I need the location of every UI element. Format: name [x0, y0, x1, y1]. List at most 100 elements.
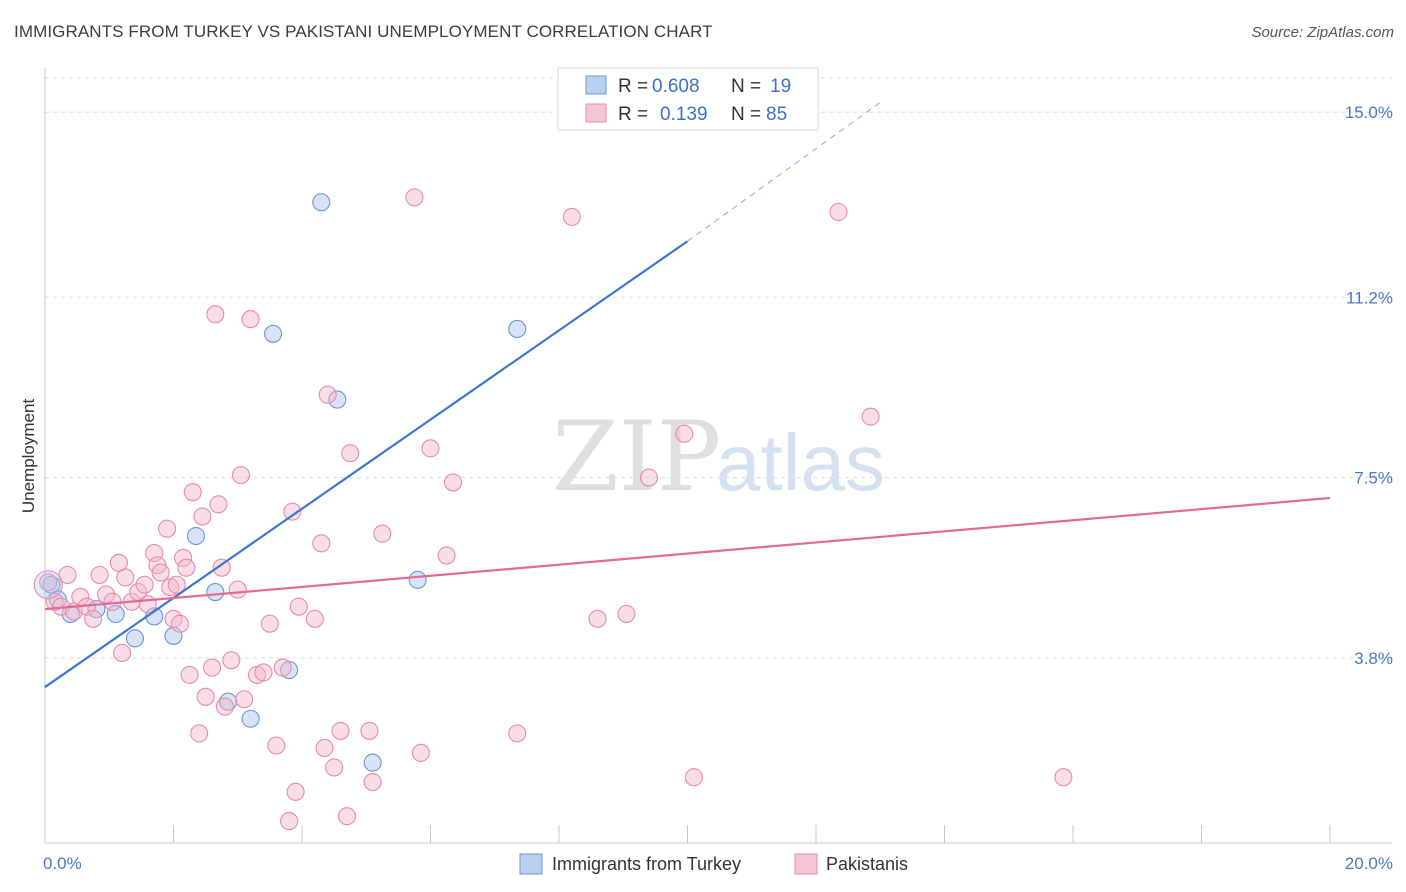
trend-line-pakistanis	[44, 496, 1331, 611]
pakistani-point-76	[861, 407, 880, 426]
pakistani-point-20	[151, 563, 170, 582]
pakistani-point-34	[206, 305, 225, 324]
watermark: ZIP atlas	[552, 401, 885, 513]
pakistani-point-58	[337, 807, 357, 826]
pakistani-point-28	[180, 665, 199, 684]
y-tick-labels: 3.8% 7.5% 11.2% 15.0%	[1345, 103, 1393, 668]
turkey-point-2	[61, 604, 80, 624]
legend-n-value-2: 85	[766, 104, 787, 125]
pakistani-point-45	[260, 614, 279, 633]
pakistani-point-17	[138, 595, 157, 614]
pakistani-point-73	[675, 424, 694, 443]
pakistani-point-71	[617, 604, 636, 624]
pakistani-point-32	[196, 687, 215, 706]
pakistani-point-40	[231, 466, 251, 485]
pakistani-point-67	[443, 473, 463, 492]
pakistani-point-48	[280, 812, 299, 831]
turkey-point-5	[125, 629, 144, 648]
pakistani-point-74	[684, 768, 703, 787]
legend-bottom-label-pakistanis: Pakistanis	[826, 854, 908, 874]
pakistani-point-49	[283, 502, 302, 521]
pakistani-point-0	[39, 573, 58, 592]
pakistani-point-39	[228, 580, 247, 599]
legend-n-label-2: N =	[731, 104, 761, 125]
legend-n-label-1: N =	[731, 76, 761, 97]
trend-lines	[44, 101, 1331, 688]
turkey-point-12	[264, 324, 283, 343]
y-tick-label-2: 11.2%	[1346, 288, 1393, 307]
pakistani-point-68	[508, 724, 527, 743]
pakistani-point-55	[318, 385, 337, 404]
legend-swatch-pakistanis	[585, 103, 607, 123]
pakistani-point-62	[373, 524, 392, 543]
legend-n-value-1: 19	[770, 76, 791, 97]
turkey-point-18	[508, 319, 527, 338]
pakistani-point-46	[267, 736, 286, 755]
pakistani-point-41	[235, 690, 254, 709]
turkey-point-9	[206, 583, 225, 602]
pakistani-point-13	[116, 568, 135, 587]
turkey-point-16	[363, 753, 382, 772]
pakistani-point-51	[289, 597, 308, 616]
legend-bottom-swatch-turkey	[519, 853, 543, 875]
watermark-atlas: atlas	[716, 418, 885, 507]
pakistani-point-47	[273, 658, 292, 677]
pakistani-point-12	[113, 643, 132, 663]
turkey-point-17	[408, 570, 427, 589]
legend-r-value-1: 0.608	[652, 76, 700, 97]
pakistani-point-30	[190, 724, 209, 743]
pakistani-point-53	[312, 534, 331, 553]
pakistani-point-37	[215, 697, 234, 716]
cluster-point	[33, 570, 63, 600]
pakistani-point-75	[829, 202, 848, 222]
pakistani-point-52	[305, 609, 324, 628]
legend-bottom-label-turkey: Immigrants from Turkey	[552, 854, 741, 874]
pakistani-point-56	[325, 758, 344, 777]
legend-r-label-1: R =	[618, 76, 648, 97]
pakistani-point-70	[588, 609, 607, 628]
chart-title: IMMIGRANTS FROM TURKEY VS PAKISTANI UNEM…	[14, 22, 713, 41]
pakistani-point-42	[241, 310, 260, 329]
watermark-zip: ZIP	[552, 401, 721, 513]
gridlines	[45, 77, 1392, 659]
pakistani-point-16	[135, 575, 154, 594]
pakistani-point-44	[254, 663, 273, 682]
y-tick-label-1: 7.5%	[1354, 469, 1393, 488]
pakistani-point-69	[562, 207, 581, 226]
pakistani-point-26	[174, 548, 193, 568]
pakistani-point-64	[405, 188, 424, 207]
pakistani-point-60	[360, 721, 379, 740]
pakistani-point-31	[193, 507, 212, 526]
pakistani-point-38	[222, 651, 241, 670]
pakistani-point-72	[639, 468, 659, 487]
pakistani-point-35	[209, 495, 228, 514]
pakistani-point-27	[177, 558, 196, 577]
pakistani-point-66	[437, 546, 456, 565]
pakistani-point-7	[84, 609, 103, 628]
pakistani-point-8	[90, 565, 109, 585]
y-tick-label-0: 3.8%	[1354, 649, 1393, 668]
pakistani-point-33	[203, 658, 222, 677]
turkey-point-11	[241, 709, 260, 728]
y-axis-label: Unemployment	[19, 399, 38, 514]
x-tick-labels: 0.0% 20.0%	[43, 854, 1393, 873]
pakistani-point-57	[331, 721, 350, 740]
x-tick-label-0: 0.0%	[43, 854, 82, 873]
pakistani-point-36	[212, 558, 231, 577]
turkey-point-10	[219, 692, 238, 711]
pakistani-point-21	[158, 519, 177, 538]
pakistani-point-50	[286, 782, 305, 801]
pakistani-point-59	[341, 444, 360, 463]
turkey-point-14	[312, 193, 331, 212]
turkey-point-15	[328, 390, 347, 409]
legend-bottom-swatch-pakistanis	[794, 853, 818, 875]
pakistani-point-65	[421, 439, 440, 458]
axes	[44, 68, 1392, 844]
pakistani-point-77	[1054, 768, 1073, 787]
y-tick-label-3: 15.0%	[1345, 103, 1393, 122]
source-credit: Source: ZipAtlas.com	[1251, 24, 1394, 41]
legend-r-label-2: R =	[618, 104, 648, 125]
pakistani-point-29	[183, 483, 202, 502]
pakistani-point-54	[315, 738, 334, 758]
